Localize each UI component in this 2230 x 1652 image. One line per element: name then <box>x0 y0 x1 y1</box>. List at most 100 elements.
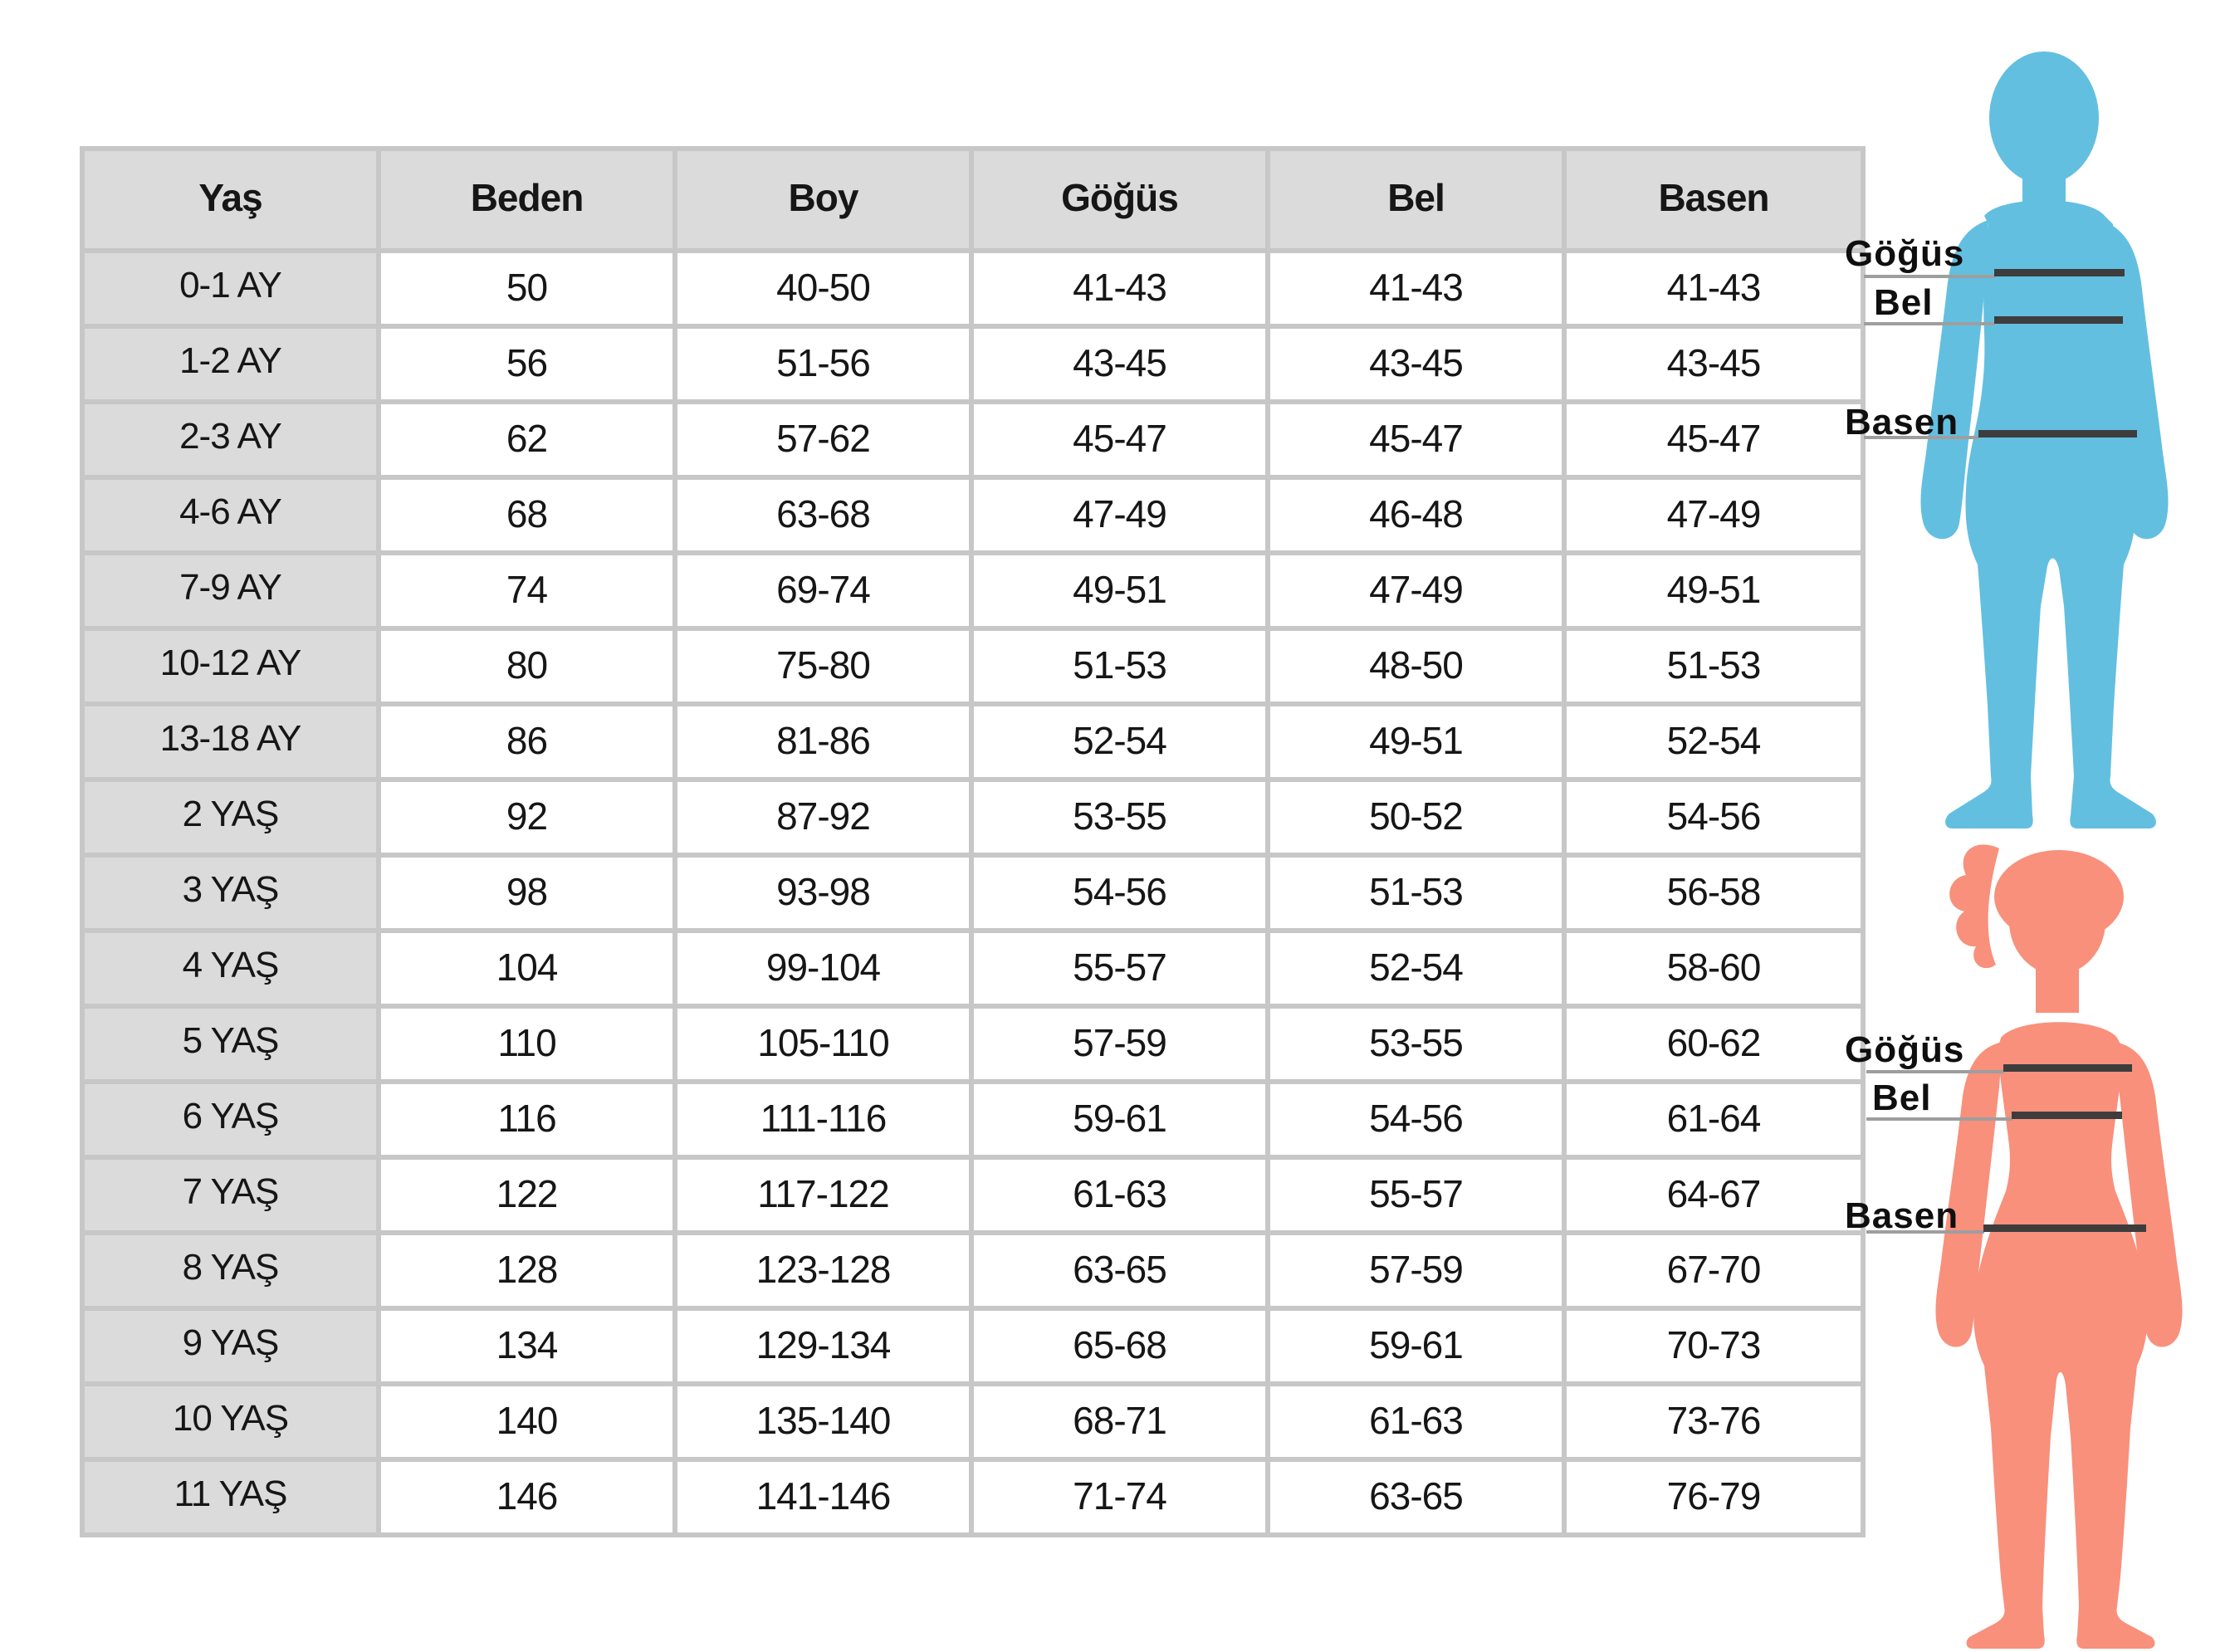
table-body: 0-1 AY 50 40-50 41-43 41-43 41-43 1-2 AY… <box>80 248 1866 1537</box>
table-row: 0-1 AY 50 40-50 41-43 41-43 41-43 <box>80 248 1866 329</box>
boy-waist-label: Bel <box>1874 282 1934 323</box>
table-cell: 67-70 <box>1562 1230 1866 1311</box>
table-cell: 43-45 <box>969 324 1270 404</box>
table-cell: 56-58 <box>1562 853 1866 933</box>
table-cell: 45-47 <box>969 399 1270 480</box>
table-cell: 54-56 <box>1265 1079 1567 1160</box>
table-cell: 54-56 <box>969 853 1270 933</box>
girl-chest-label: Göğüs <box>1845 1029 1965 1070</box>
table-cell: 63-65 <box>969 1230 1270 1311</box>
table-cell: 59-61 <box>1265 1306 1567 1386</box>
boy-silhouette <box>1920 51 2169 828</box>
table-cell: 58-60 <box>1562 928 1866 1009</box>
table-cell: 13-18 AY <box>80 701 381 782</box>
table-cell: 71-74 <box>969 1457 1270 1537</box>
table-row: 7 YAŞ 122 117-122 61-63 55-57 64-67 <box>80 1155 1866 1235</box>
table-cell: 3 YAŞ <box>80 853 381 933</box>
table-cell: 10 YAŞ <box>80 1381 381 1462</box>
boy-head-shape <box>1989 51 2099 184</box>
boy-left-arm-shape <box>1920 220 1988 540</box>
boy-body-shape <box>1945 200 2156 828</box>
girl-waist-measure-line <box>2012 1112 2122 1119</box>
table-cell: 68 <box>376 475 677 555</box>
table-cell: 4 YAŞ <box>80 928 381 1009</box>
boy-right-arm-shape <box>2100 220 2169 540</box>
table-cell: 2 YAŞ <box>80 777 381 858</box>
table-cell: 81-86 <box>672 701 974 782</box>
table-cell: 128 <box>376 1230 677 1311</box>
table-cell: 51-53 <box>1562 626 1866 706</box>
table-row: 11 YAŞ 146 141-146 71-74 63-65 76-79 <box>80 1457 1866 1537</box>
table-cell: 86 <box>376 701 677 782</box>
table-cell: 55-57 <box>1265 1155 1567 1235</box>
girl-body-shape <box>1966 1022 2155 1649</box>
table-cell: 11 YAŞ <box>80 1457 381 1537</box>
table-cell: 74 <box>376 550 677 631</box>
table-cell: 52-54 <box>1562 701 1866 782</box>
table-cell: 68-71 <box>969 1381 1270 1462</box>
table-cell: 45-47 <box>1265 399 1567 480</box>
girl-head-shape <box>2009 868 2105 975</box>
table-cell: 0-1 AY <box>80 248 381 329</box>
table-cell: 49-51 <box>1265 701 1567 782</box>
girl-hip-measure-line <box>1983 1224 2146 1232</box>
table-cell: 55-57 <box>969 928 1270 1009</box>
girl-hip-leader-line <box>1866 1230 1984 1234</box>
table-cell: 59-61 <box>969 1079 1270 1160</box>
table-row: 9 YAŞ 134 129-134 65-68 59-61 70-73 <box>80 1306 1866 1386</box>
table-cell: 70-73 <box>1562 1306 1866 1386</box>
table-cell: 99-104 <box>672 928 974 1009</box>
table-cell: 64-67 <box>1562 1155 1866 1235</box>
table-row: 5 YAŞ 110 105-110 57-59 53-55 60-62 <box>80 1004 1866 1084</box>
table-cell: 10-12 AY <box>80 626 381 706</box>
table-cell: 61-64 <box>1562 1079 1866 1160</box>
table-cell: 48-50 <box>1265 626 1567 706</box>
table-cell: 111-116 <box>672 1079 974 1160</box>
table-row: 2 YAŞ 92 87-92 53-55 50-52 54-56 <box>80 777 1866 858</box>
table-row: 6 YAŞ 116 111-116 59-61 54-56 61-64 <box>80 1079 1866 1160</box>
table-row: 3 YAŞ 98 93-98 54-56 51-53 56-58 <box>80 853 1866 933</box>
table-cell: 52-54 <box>1265 928 1567 1009</box>
boy-hip-leader-line <box>1864 436 1979 439</box>
table-cell: 61-63 <box>969 1155 1270 1235</box>
table-cell: 105-110 <box>672 1004 974 1084</box>
girl-chest-leader-line <box>1866 1070 2004 1073</box>
table-cell: 50 <box>376 248 677 329</box>
col-header-chest: Göğüs <box>969 146 1270 253</box>
table-cell: 63-68 <box>672 475 974 555</box>
table-cell: 49-51 <box>1562 550 1866 631</box>
girl-hip-label: Basen <box>1845 1195 1959 1236</box>
col-header-height: Boy <box>672 146 974 253</box>
boy-hip-label: Basen <box>1845 402 1959 442</box>
table-cell: 40-50 <box>672 248 974 329</box>
table-cell: 140 <box>376 1381 677 1462</box>
table-cell: 51-53 <box>1265 853 1567 933</box>
table-cell: 98 <box>376 853 677 933</box>
boy-chest-label: Göğüs <box>1845 233 1965 274</box>
table-cell: 110 <box>376 1004 677 1084</box>
table-cell: 47-49 <box>1265 550 1567 631</box>
table-cell: 61-63 <box>1265 1381 1567 1462</box>
table-cell: 56 <box>376 324 677 404</box>
table-cell: 76-79 <box>1562 1457 1866 1537</box>
table-cell: 65-68 <box>969 1306 1270 1386</box>
table-row: 1-2 AY 56 51-56 43-45 43-45 43-45 <box>80 324 1866 404</box>
table-cell: 104 <box>376 928 677 1009</box>
table-cell: 41-43 <box>1265 248 1567 329</box>
table-row: 13-18 AY 86 81-86 52-54 49-51 52-54 <box>80 701 1866 782</box>
table-cell: 146 <box>376 1457 677 1537</box>
table-cell: 9 YAŞ <box>80 1306 381 1386</box>
table-cell: 73-76 <box>1562 1381 1866 1462</box>
table-cell: 135-140 <box>672 1381 974 1462</box>
table-cell: 46-48 <box>1265 475 1567 555</box>
boy-chest-leader-line <box>1864 275 1995 278</box>
table-row: 8 YAŞ 128 123-128 63-65 57-59 67-70 <box>80 1230 1866 1311</box>
table-cell: 4-6 AY <box>80 475 381 555</box>
col-header-age: Yaş <box>80 146 381 253</box>
table-cell: 53-55 <box>1265 1004 1567 1084</box>
table-cell: 80 <box>376 626 677 706</box>
table-cell: 141-146 <box>672 1457 974 1537</box>
table-cell: 53-55 <box>969 777 1270 858</box>
girl-waist-label: Bel <box>1872 1078 1932 1118</box>
table-cell: 47-49 <box>969 475 1270 555</box>
